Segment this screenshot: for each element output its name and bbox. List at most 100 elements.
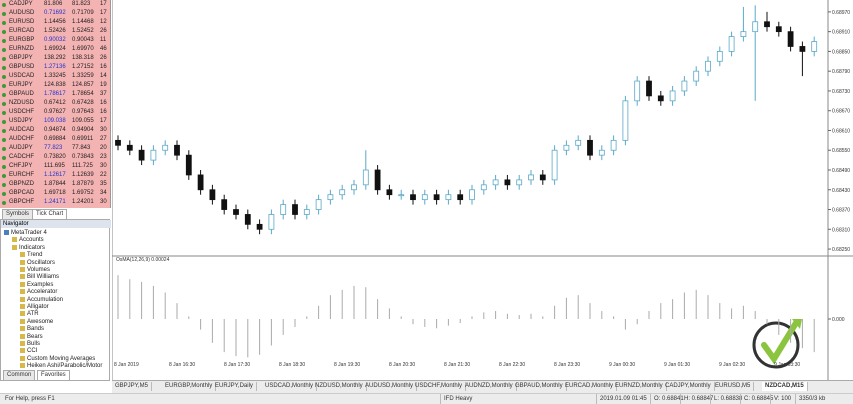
navigator-title: Navigator — [1, 220, 111, 228]
candle-body — [327, 194, 334, 201]
tree-item[interactable]: Bears — [20, 333, 43, 341]
navigator: Navigator MetaTrader 4 Accounts Indicators… — [0, 219, 111, 381]
status-field: V: 100 — [770, 394, 791, 404]
symbol-row[interactable]: AUDCHF 0.69884 0.69911 27 — [0, 135, 110, 144]
chart-tab[interactable]: NZDCAD,M15 — [762, 382, 808, 391]
time-label: 8 Jan 22:30 — [499, 362, 525, 368]
symbol-row[interactable]: USDCAD 1.33245 1.33259 14 — [0, 72, 110, 81]
tree-item[interactable]: Alligator — [20, 303, 49, 311]
candle-body — [386, 189, 393, 196]
market-watch-tabs: Symbols Tick Chart — [0, 209, 110, 220]
bid: 0.94874 — [44, 127, 66, 133]
chart-tab[interactable]: EURNZD,Monthly — [612, 382, 667, 391]
symbol-row[interactable]: EURUSD 1.14456 1.14468 12 — [0, 18, 110, 27]
tree-item[interactable]: Awesome — [20, 318, 53, 326]
symbol-row[interactable]: USDCHF 0.97627 0.97643 16 — [0, 108, 110, 117]
symbol-row[interactable]: EURNZD 1.69924 1.69970 46 — [0, 45, 110, 54]
chart-tab[interactable]: NZDUSD,Monthly — [312, 382, 367, 391]
status-field: L: 0.68838 — [710, 394, 742, 404]
symbol-row[interactable]: CADJPY 81.806 81.823 17 — [0, 0, 110, 9]
tree-icon — [12, 237, 17, 243]
bid: 1.33245 — [44, 73, 66, 79]
tree-item[interactable]: Indicators — [12, 244, 45, 252]
spread: 26 — [100, 55, 107, 61]
symbol-row[interactable]: EURGBP 0.90032 0.90043 11 — [0, 36, 110, 45]
symbol-row[interactable]: GBPCAD 1.69718 1.69752 34 — [0, 189, 110, 198]
tree-item[interactable]: ATR — [20, 310, 39, 318]
symbol-row[interactable]: AUDCAD 0.94874 0.94904 30 — [0, 126, 110, 135]
symbol-row[interactable]: NZDUSD 0.67412 0.67428 16 — [0, 99, 110, 108]
panel-tab[interactable]: Common — [3, 370, 36, 381]
price-label: 0.68550 — [832, 148, 850, 154]
tree-item[interactable]: MetaTrader 4 — [4, 229, 47, 237]
symbol-row[interactable]: AUDUSD 0.71692 0.71709 17 — [0, 9, 110, 18]
tree-item[interactable]: Bulls — [20, 340, 40, 348]
tree-item[interactable]: Volumes — [20, 266, 50, 274]
bid: 0.69884 — [44, 136, 66, 142]
panel-tab[interactable]: Favorites — [37, 370, 70, 381]
status-field: 2019.01.09 01:45 — [596, 394, 647, 404]
symbol-row[interactable]: CHFJPY 111.695 111.725 30 — [0, 162, 110, 171]
symbol-row[interactable]: EURJPY 124.838 124.857 19 — [0, 81, 110, 90]
time-label: 8 Jan 18:30 — [279, 362, 305, 368]
chart-tab[interactable]: EURCAD,Monthly — [562, 382, 618, 391]
symbol-row[interactable]: GBPAUD 1.78617 1.78654 37 — [0, 90, 110, 99]
chart-tab[interactable]: GBPJPY,M5 — [112, 382, 152, 391]
tree-item[interactable]: Examples — [20, 281, 53, 289]
tree-item[interactable]: Bands — [20, 325, 44, 333]
chart-tab[interactable]: EURJPY,Daily — [212, 382, 257, 391]
symbol-row[interactable]: EURCAD 1.52426 1.52452 26 — [0, 27, 110, 36]
chart-tab[interactable]: EURGBP,Monthly — [162, 382, 217, 391]
symbol-row[interactable]: GBPUSD 1.27136 1.27152 16 — [0, 63, 110, 72]
tree-item[interactable]: Custom Moving Averages — [20, 355, 95, 363]
tree-item[interactable]: Heiken Ashi/Parabolic/Motor — [20, 362, 102, 370]
tree-item[interactable]: Accumulation — [20, 296, 63, 304]
ask: 0.71709 — [72, 10, 94, 16]
tree-label: Examples — [27, 281, 54, 288]
tree-item[interactable]: Accounts — [12, 236, 44, 244]
time-label: 8 Jan 20:30 — [389, 362, 415, 368]
chart-tab[interactable]: CADJPY,Monthly — [662, 382, 715, 391]
tree-item[interactable]: Oscillators — [20, 259, 55, 267]
spread: 34 — [100, 190, 107, 196]
status-field: O: 0.68841 — [650, 394, 684, 404]
symbol-row[interactable]: AUDJPY 77.823 77.843 20 — [0, 144, 110, 153]
tree-icon — [20, 252, 25, 258]
tree-label: MetaTrader 4 — [11, 230, 47, 236]
tree-item[interactable]: CCI — [20, 347, 37, 355]
bid: 111.695 — [44, 163, 65, 169]
symbol: GBPJPY — [9, 55, 33, 61]
bid: 109.038 — [44, 118, 66, 124]
chart-tab[interactable]: GBPAUD,Monthly — [512, 382, 567, 391]
candle-body — [280, 204, 287, 215]
symbol: CADCHF — [9, 154, 34, 160]
bid: 77.823 — [44, 145, 63, 151]
symbol-row[interactable]: CADCHF 0.73820 0.73843 23 — [0, 153, 110, 162]
symbol-row[interactable]: GBPCHF 1.24171 1.24201 30 — [0, 198, 110, 207]
chart-tab[interactable]: AUDUSD,Monthly — [362, 382, 418, 391]
symbol-row[interactable]: GBPJPY 138.292 138.318 26 — [0, 54, 110, 63]
candle-body — [221, 199, 228, 210]
symbol-icon — [2, 21, 6, 25]
symbol-icon — [2, 156, 6, 160]
tree-label: Indicators — [19, 244, 46, 251]
symbol: GBPAUD — [9, 91, 34, 97]
spread: 16 — [100, 64, 107, 70]
symbol-row[interactable]: USDJPY 109.038 109.055 17 — [0, 117, 110, 126]
tree-item[interactable]: Bill Williams — [20, 273, 59, 281]
candle-body — [716, 51, 723, 62]
candle-body — [669, 90, 676, 102]
chart-tab[interactable]: AUDNZD,Monthly — [462, 382, 517, 391]
chart-tab[interactable]: EURUSD,M5 — [712, 382, 755, 391]
tree-item[interactable]: Trend — [20, 251, 42, 259]
symbol-row[interactable]: GBPNZD 1.87844 1.87879 35 — [0, 180, 110, 189]
bid: 1.52426 — [44, 28, 66, 34]
logo — [752, 319, 802, 369]
chart-tab[interactable]: USDCHF,Monthly — [412, 382, 467, 391]
chart-tab[interactable]: USDCAD,Monthly — [262, 382, 318, 391]
symbol-row[interactable]: EURCHF 1.12617 1.12639 22 — [0, 171, 110, 180]
spread: 23 — [100, 154, 107, 160]
ask: 0.67428 — [72, 100, 94, 106]
tree-item[interactable]: Accelerator — [20, 288, 57, 296]
symbol-icon — [2, 111, 6, 115]
